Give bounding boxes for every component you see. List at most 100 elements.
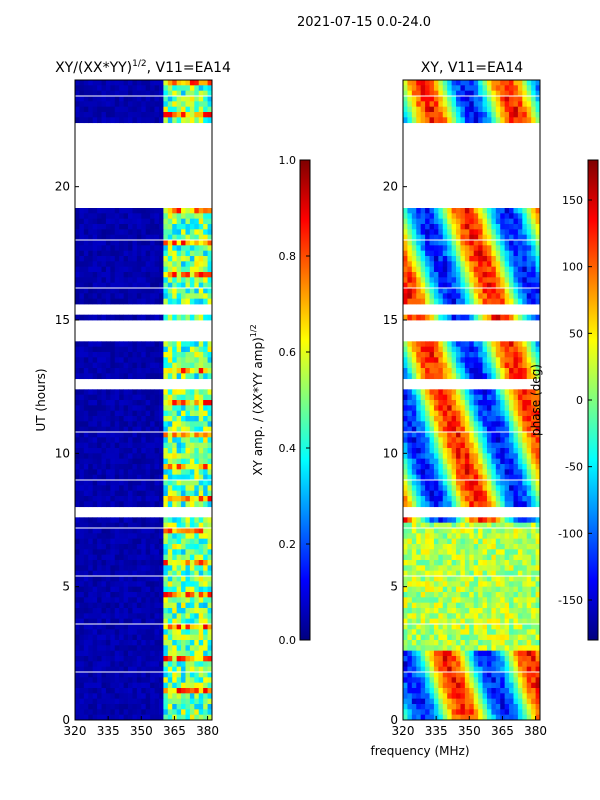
heat-cell [158,282,164,289]
heat-cell [145,592,151,598]
heat-cell [181,485,186,492]
heat-cell [194,549,200,556]
heat-cell [119,373,125,380]
heat-cell [411,362,417,369]
heat-cell [491,549,497,556]
heat-cell [167,368,173,374]
heat-cell [123,256,129,262]
heat-cell [447,266,453,273]
heat-cell [154,592,160,598]
heat-cell [482,240,488,246]
heat-cell [478,480,483,486]
heat-cell [181,698,186,705]
heat-cell [194,437,200,444]
heat-cell [163,224,169,230]
heat-cell [442,346,448,353]
heat-cell [535,474,541,481]
heat-cell [500,117,506,124]
heat-cell [420,533,426,540]
heat-cell [495,458,501,465]
heat-cell [79,213,85,220]
heat-cell [181,496,186,502]
heat-cell [194,410,200,417]
heat-cell [469,368,475,374]
heat-cell [535,261,541,268]
heat-cell [75,629,80,636]
heat-cell [136,458,142,465]
heat-cell [158,346,164,353]
heat-cell [141,85,147,92]
heat-cell [97,682,102,689]
heat-cell [473,522,479,529]
heat-cell [464,405,470,412]
heat-cell [473,240,479,246]
heat-cell [167,458,173,465]
heat-cell [429,565,435,572]
heat-cell [429,538,435,545]
heat-cell [167,245,173,252]
heat-cell [403,432,408,438]
heat-cell [495,117,501,124]
heat-cell [433,458,439,465]
heat-cell [198,666,204,673]
heat-cell [75,576,80,582]
heat-cell [420,528,426,534]
heat-cell [486,112,492,118]
heat-cell [189,666,195,673]
heat-cell [158,533,164,540]
heat-cell [167,277,173,284]
heat-cell [482,352,488,358]
heat-cell [513,229,519,236]
heat-cell [442,277,448,284]
heat-cell [181,101,186,108]
heat-cell [132,112,138,118]
heat-cell [128,592,133,598]
heat-cell [526,373,532,380]
heat-cell [407,208,413,214]
heat-cell [526,533,532,540]
heat-cell [473,426,479,433]
heat-cell [132,618,138,625]
heat-cell [114,314,120,321]
heat-cell [194,394,200,401]
heat-cell [97,645,102,652]
heat-cell [136,240,142,246]
heat-cell [92,688,98,694]
heat-cell [526,213,532,220]
heat-cell [176,101,182,108]
heat-cell [482,389,488,396]
heat-cell [75,602,80,609]
heat-cell [128,688,133,694]
heat-cell [203,704,208,710]
heat-cell [203,560,208,566]
heat-cell [158,234,164,241]
heat-cell [136,549,142,556]
heat-cell [478,218,483,225]
heat-cell [176,229,182,236]
heat-cell [203,634,208,641]
heat-cell [526,474,532,481]
heat-cell [83,581,89,588]
heat-cell [119,624,125,630]
heat-cell [504,480,510,486]
heat-cell [473,405,479,412]
heat-cell [88,538,94,545]
heat-cell [456,410,461,417]
heat-cell [154,522,160,529]
heat-cell [451,522,457,529]
heat-cell [522,250,528,257]
heat-cell [105,533,111,540]
heat-cell [132,106,138,113]
heat-cell [185,352,191,358]
heat-cell [486,106,492,113]
heat-cell [92,565,98,572]
heat-cell [531,208,536,214]
heat-cell [97,368,102,374]
heat-cell [132,629,138,636]
heat-cell [504,464,510,470]
heat-cell [531,224,536,230]
heat-cell [194,544,200,550]
heat-cell [526,346,532,353]
heat-cell [128,314,133,321]
heat-cell [154,714,160,721]
